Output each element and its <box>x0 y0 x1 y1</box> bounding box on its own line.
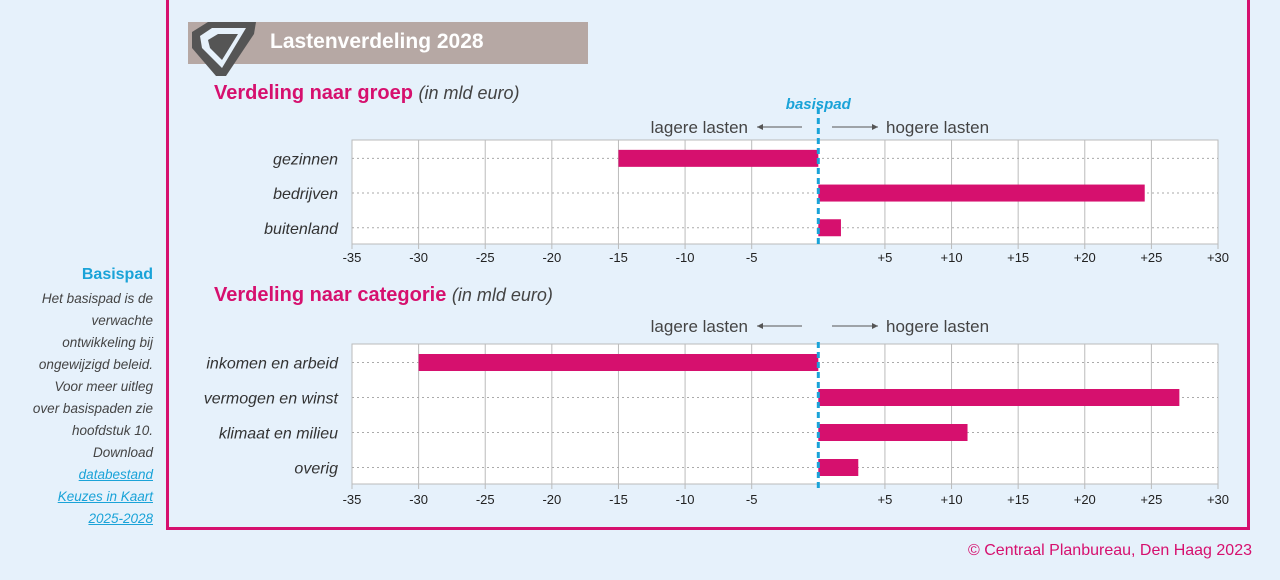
chart-2-title: Verdeling naar categorie <box>214 284 447 306</box>
bar <box>818 424 968 441</box>
x-tick-label: +10 <box>941 250 963 265</box>
lower-burden-label: lagere lasten <box>651 317 748 336</box>
sidebar: Basispad Het basispad is de verwachte ontw… <box>3 266 153 530</box>
bar <box>818 219 841 237</box>
left-arrow-icon <box>757 124 763 130</box>
higher-burden-label: hogere lasten <box>886 317 989 336</box>
basispad-label: basispad <box>786 96 852 113</box>
x-tick-label: -15 <box>609 492 628 507</box>
right-arrow-icon <box>872 124 878 130</box>
copyright: © Centraal Planbureau, Den Haag 2023 <box>968 542 1252 559</box>
category-label: vermogen en winst <box>204 391 339 408</box>
bar <box>818 184 1145 202</box>
sidebar-text-line: ontwikkeling bij <box>62 335 153 350</box>
bar <box>418 354 819 371</box>
sidebar-text-line: Voor meer uitleg <box>54 379 153 394</box>
right-arrow-icon <box>872 323 878 329</box>
category-label: inkomen en arbeid <box>206 356 339 373</box>
sidebar-text-line: verwachte <box>91 313 153 328</box>
sidebar-title: Basispad <box>81 266 153 283</box>
x-tick-label: -25 <box>476 492 495 507</box>
x-tick-label: -10 <box>676 250 695 265</box>
sidebar-text-line: Download <box>92 445 153 460</box>
sidebar-text-line: Het basispad is de <box>41 291 153 306</box>
x-tick-label: +20 <box>1074 492 1096 507</box>
sidebar-text-line: ongewijzigd beleid. <box>38 357 153 372</box>
x-tick-label: +10 <box>941 492 963 507</box>
sidebar-text-line: hoofdstuk 10. <box>71 423 153 438</box>
sidebar-text: Het basispad is de verwachte ontwikkeling … <box>3 288 153 464</box>
x-tick-label: +5 <box>878 492 893 507</box>
x-tick-label: -35 <box>343 250 362 265</box>
x-tick-label: +20 <box>1074 250 1096 265</box>
cpb-logo-icon <box>192 22 256 76</box>
category-label: bedrijven <box>273 186 338 203</box>
x-tick-label: -30 <box>409 250 428 265</box>
download-link[interactable]: databestand Keuzes in Kaart 2025-2028 <box>3 464 153 530</box>
chart-1-heading: Verdeling naar groep (in mld euro) <box>214 82 520 105</box>
bar <box>618 149 819 167</box>
x-tick-label: -30 <box>409 492 428 507</box>
x-tick-label: -25 <box>476 250 495 265</box>
chart-2-unit: (in mld euro) <box>451 285 553 305</box>
chart-1-unit: (in mld euro) <box>418 83 520 103</box>
x-tick-label: -10 <box>676 492 695 507</box>
x-tick-label: +25 <box>1140 492 1162 507</box>
sidebar-text-line: over basispaden zie <box>32 401 153 416</box>
category-label: gezinnen <box>273 151 338 168</box>
category-label: klimaat en milieu <box>219 426 338 443</box>
x-tick-label: -5 <box>746 250 758 265</box>
bar <box>818 389 1180 406</box>
chart-1-title: Verdeling naar groep <box>214 82 413 104</box>
x-tick-label: +15 <box>1007 250 1029 265</box>
x-tick-label: +30 <box>1207 492 1229 507</box>
bar <box>818 459 859 476</box>
x-tick-label: +15 <box>1007 492 1029 507</box>
sidebar-link-line[interactable]: 2025-2028 <box>88 511 153 526</box>
header-title: Lastenverdeling 2028 <box>270 30 484 53</box>
lower-burden-label: lagere lasten <box>651 118 748 137</box>
x-tick-label: +5 <box>878 250 893 265</box>
x-tick-label: -5 <box>746 492 758 507</box>
category-label: overig <box>294 461 338 478</box>
x-tick-label: -35 <box>343 492 362 507</box>
category-label: buitenland <box>264 221 339 238</box>
sidebar-link-line[interactable]: databestand <box>78 467 153 482</box>
x-tick-label: -20 <box>542 250 561 265</box>
chart-2-heading: Verdeling naar categorie (in mld euro) <box>214 284 553 307</box>
higher-burden-label: hogere lasten <box>886 118 989 137</box>
sidebar-link-line[interactable]: Keuzes in Kaart <box>57 489 153 504</box>
x-tick-label: +25 <box>1140 250 1162 265</box>
x-tick-label: -20 <box>542 492 561 507</box>
x-tick-label: +30 <box>1207 250 1229 265</box>
x-tick-label: -15 <box>609 250 628 265</box>
left-arrow-icon <box>757 323 763 329</box>
